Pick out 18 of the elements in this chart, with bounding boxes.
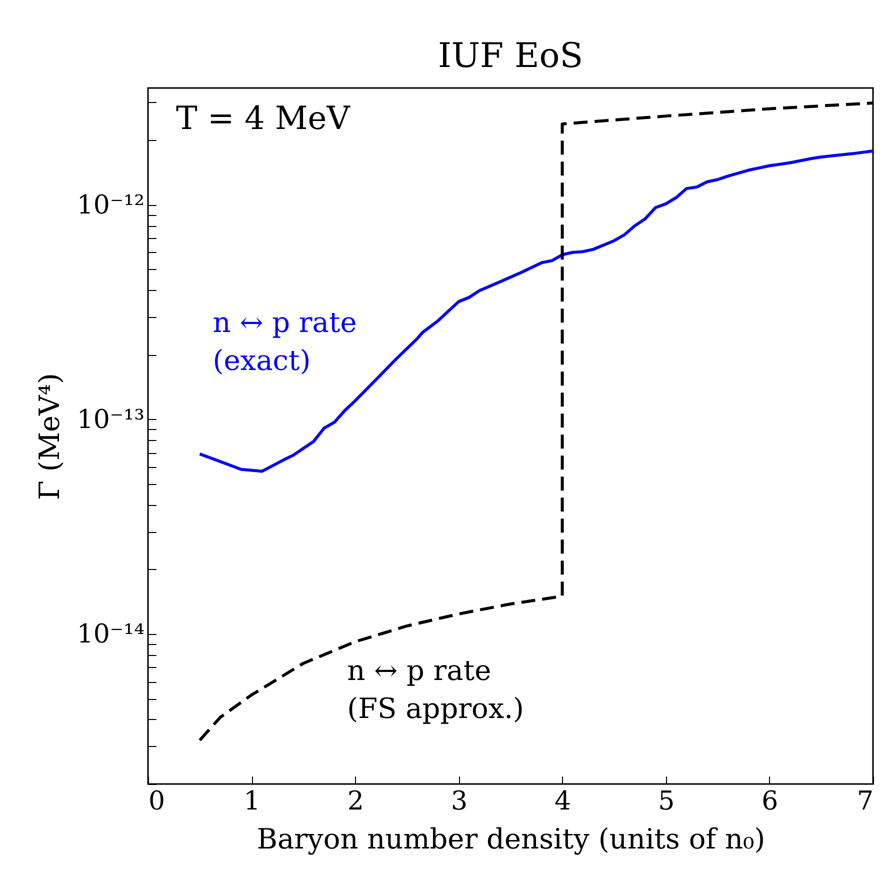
x-tick-label: 2 [347, 786, 364, 816]
y-tick-label: 10⁻¹² [76, 190, 144, 220]
chart-title: IUF EoS [438, 36, 584, 76]
y-tick-label: 10⁻¹³ [76, 404, 144, 435]
x-tick-label: 7 [856, 786, 874, 816]
x-tick-label: 1 [244, 786, 260, 816]
x-tick-label: 6 [762, 786, 778, 816]
series-label: n ↔ p rate (exact) [212, 306, 357, 377]
x-tick-label: 4 [554, 786, 572, 816]
x-tick-label: 3 [450, 786, 468, 816]
x-tick-label: 0 [148, 786, 166, 816]
x-axis-title: Baryon number density (units of n₀) [256, 822, 766, 856]
line-series [198, 150, 873, 473]
y-axis-title: Γ (MeV⁴) [32, 373, 66, 500]
x-tick-label: 5 [658, 786, 675, 816]
annotation: T = 4 MeV [176, 99, 351, 137]
series-label: n ↔ p rate (FS approx.) [347, 654, 524, 725]
y-tick-label: 10⁻¹⁴ [76, 619, 144, 650]
